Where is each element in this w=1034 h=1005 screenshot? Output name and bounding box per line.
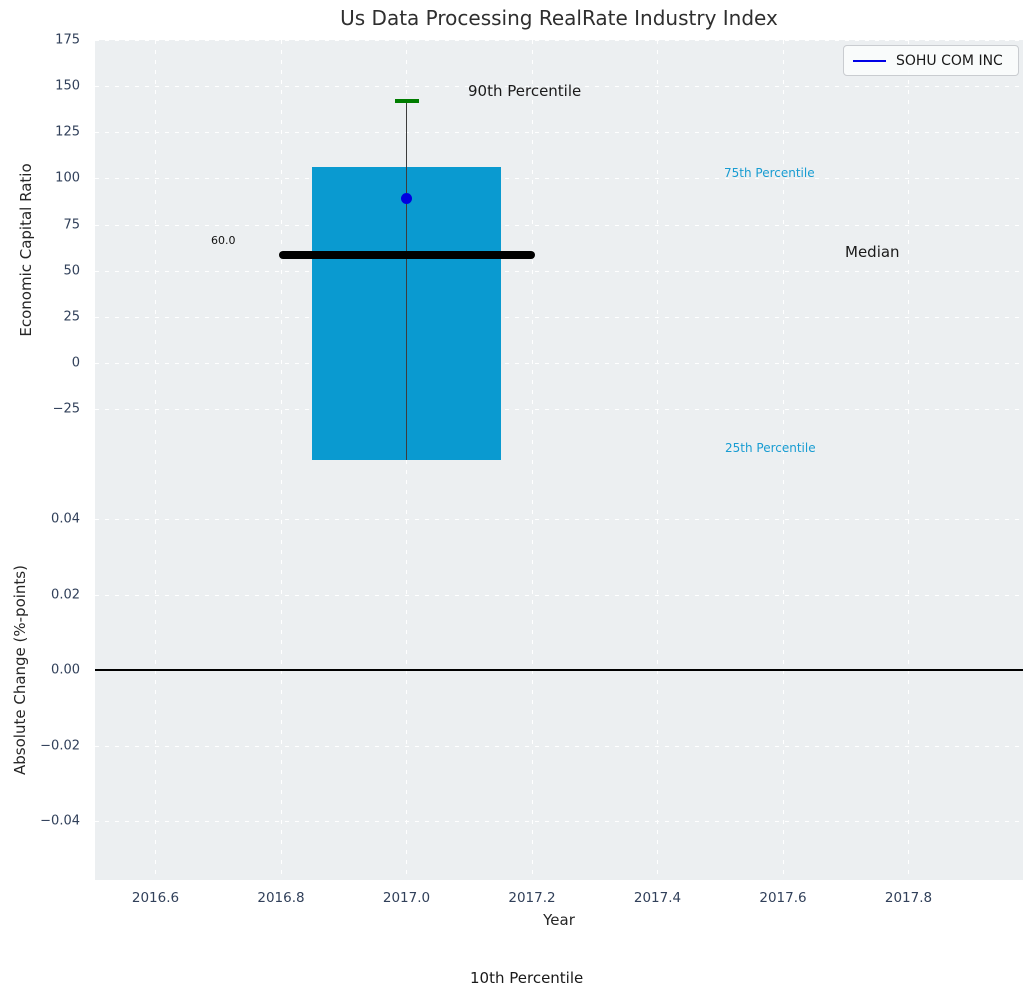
- top-y-tick-label: 25: [63, 309, 80, 325]
- x-tick-label: 2017.0: [382, 890, 431, 906]
- top-y-tick-label: 125: [55, 124, 80, 140]
- annotation-75th-percentile: 75th Percentile: [724, 166, 815, 180]
- x-tick-label: 2017.6: [759, 890, 807, 906]
- gridline-horizontal: [95, 132, 1023, 134]
- legend-box: SOHU COM INC: [843, 45, 1019, 76]
- gridline-horizontal: [95, 178, 1023, 180]
- legend-line-sample: [853, 59, 886, 62]
- gridline-vertical: [155, 40, 156, 460]
- p90-whisker-cap: [394, 99, 419, 103]
- x-tick-label: 2016.6: [131, 890, 180, 906]
- bottom-y-tick-label: 0.00: [51, 662, 80, 678]
- whisker-line: [405, 100, 408, 460]
- sohu-data-point: [401, 193, 412, 205]
- gridline-horizontal: [95, 224, 1023, 226]
- bottom-y-tick-label: 0.04: [51, 511, 80, 527]
- chart-title: Us Data Processing RealRate Industry Ind…: [340, 6, 778, 30]
- gridline-horizontal: [95, 745, 1023, 747]
- gridline-horizontal: [95, 362, 1023, 364]
- x-tick-label: 2017.2: [508, 890, 556, 906]
- top-y-tick-label: 175: [55, 32, 80, 48]
- annotation-median: Median: [845, 243, 900, 261]
- median-line: [278, 251, 535, 260]
- legend-label: SOHU COM INC: [896, 52, 1003, 69]
- gridline-horizontal: [95, 821, 1023, 822]
- gridline-vertical: [782, 40, 784, 460]
- x-tick-label: 2017.8: [884, 890, 933, 906]
- x-tick-label: 2017.4: [633, 890, 682, 906]
- gridline-vertical: [531, 40, 533, 460]
- annotation-median-value: 60.0: [211, 234, 236, 247]
- x-axis-label: Year: [543, 911, 575, 929]
- bottom-y-tick-label: −0.02: [40, 738, 80, 753]
- gridline-horizontal: [95, 86, 1023, 88]
- top-y-tick-label: 150: [55, 78, 80, 94]
- x-tick-label: 2016.8: [257, 890, 305, 906]
- annotation-25th-percentile: 25th Percentile: [725, 441, 816, 455]
- zero-change-line: [95, 669, 1023, 671]
- gridline-vertical: [908, 40, 909, 460]
- top-y-tick-label: −25: [52, 401, 80, 417]
- top-y-tick-label: 75: [63, 217, 80, 232]
- top-y-tick-label: 100: [55, 170, 80, 186]
- gridline-vertical: [280, 40, 282, 460]
- top-y-tick-label: 0: [71, 355, 80, 371]
- annotation-10th-percentile: 10th Percentile: [470, 969, 584, 987]
- gridline-horizontal: [95, 409, 1023, 410]
- gridline-vertical: [657, 40, 658, 460]
- gridline-horizontal: [95, 316, 1023, 318]
- annotation-90th-percentile: 90th Percentile: [468, 82, 582, 100]
- top-plot-area: [95, 40, 1023, 460]
- bottom-y-tick-label: 0.02: [51, 587, 80, 602]
- bottom-y-axis-label: Absolute Change (%-points): [11, 565, 29, 775]
- gridline-horizontal: [95, 270, 1023, 272]
- gridline-horizontal: [95, 519, 1023, 520]
- top-y-tick-label: 50: [63, 263, 80, 279]
- gridline-horizontal: [95, 40, 1023, 41]
- gridline-horizontal: [95, 594, 1023, 596]
- bottom-y-tick-label: −0.04: [40, 813, 80, 829]
